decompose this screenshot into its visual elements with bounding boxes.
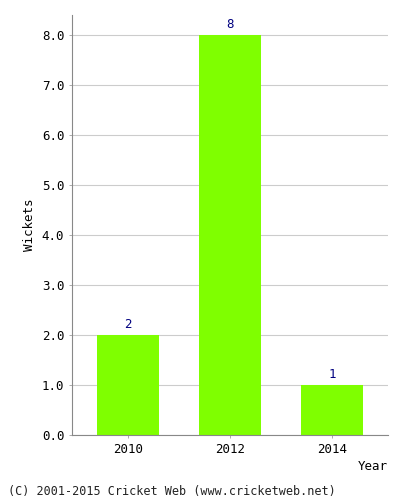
Text: 2: 2 (124, 318, 132, 332)
Text: 1: 1 (328, 368, 336, 382)
Text: 8: 8 (226, 18, 234, 32)
Bar (98, 335, 159, 435)
Text: (C) 2001-2015 Cricket Web (www.cricketweb.net): (C) 2001-2015 Cricket Web (www.cricketwe… (8, 484, 336, 498)
Y-axis label: Wickets: Wickets (23, 198, 36, 251)
Bar (301, 385, 362, 435)
Text: Year: Year (358, 460, 388, 473)
Bar (200, 35, 260, 435)
